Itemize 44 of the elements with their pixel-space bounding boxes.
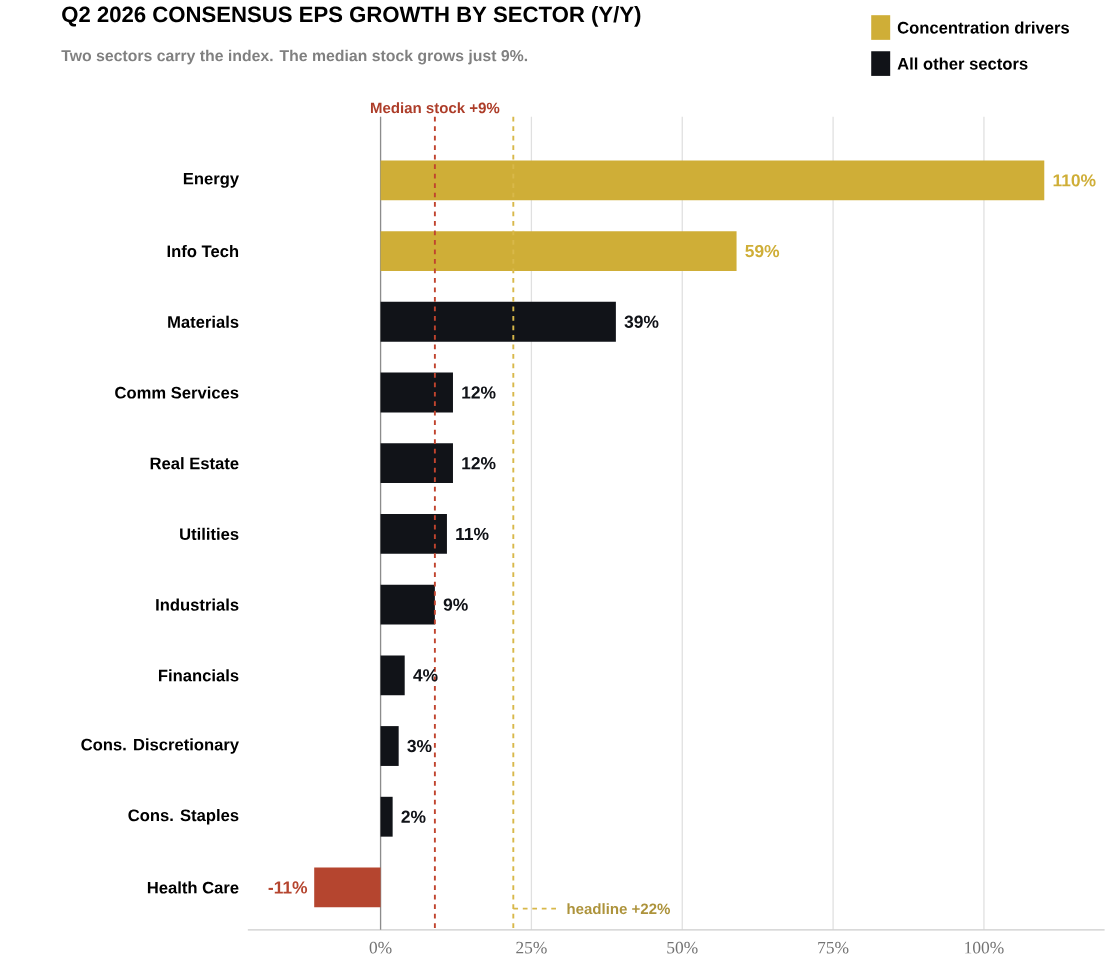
bar	[314, 867, 381, 908]
legend-label: All other sectors	[897, 57, 1028, 70]
y-tick-label: Info Tech	[167, 244, 239, 258]
y-tick-label: Utilities	[180, 527, 239, 541]
bar	[380, 443, 453, 484]
data-label: 110%	[1053, 174, 1096, 187]
x-tick-label: 75%	[818, 941, 849, 954]
ref-line-label: headline +22%	[567, 903, 670, 915]
data-label: 3%	[407, 739, 432, 753]
bar	[380, 655, 405, 696]
bar	[380, 726, 399, 766]
data-label: 12%	[462, 457, 496, 470]
y-tick-label: Cons. Staples	[128, 809, 239, 825]
data-label: -11%	[268, 881, 308, 894]
y-tick-label: Real Estate	[150, 457, 239, 470]
legend-label: Concentration drivers	[897, 21, 1069, 34]
y-tick-label: Energy	[183, 172, 239, 188]
x-tick-label: 0%	[369, 941, 392, 954]
y-tick-label: Industrials	[156, 598, 239, 611]
data-label: 9%	[443, 598, 468, 611]
data-label: 39%	[624, 315, 659, 328]
bar	[380, 160, 1045, 201]
y-tick-label: Materials	[168, 315, 239, 328]
data-label: 12%	[462, 386, 496, 399]
x-tick-label: 25%	[516, 941, 547, 954]
bar	[380, 231, 737, 272]
ref-line-label: Median stock +9%	[370, 102, 500, 114]
y-tick-label: Cons. Discretionary	[81, 738, 239, 754]
bar	[380, 372, 453, 413]
data-label: 11%	[456, 527, 489, 541]
x-tick-label: 100%	[965, 941, 1004, 954]
data-label: 2%	[401, 810, 426, 823]
y-tick-label: Comm Services	[115, 386, 239, 399]
bar	[380, 301, 616, 342]
chart-title: Q2 2026 CONSENSUS EPS GROWTH BY SECTOR (Y/Y)	[62, 6, 641, 27]
y-tick-label: Financials	[158, 669, 239, 682]
data-label: 59%	[745, 244, 780, 258]
y-tick-label: Health Care	[147, 881, 239, 894]
chart-subtitle: Two sectors carry the index. The median stock grows just 9%.	[61, 49, 528, 65]
x-tick-label: 50%	[667, 941, 698, 954]
bar	[380, 584, 435, 625]
bar	[380, 796, 393, 837]
bar	[380, 513, 447, 554]
data-label: 4%	[413, 669, 438, 682]
